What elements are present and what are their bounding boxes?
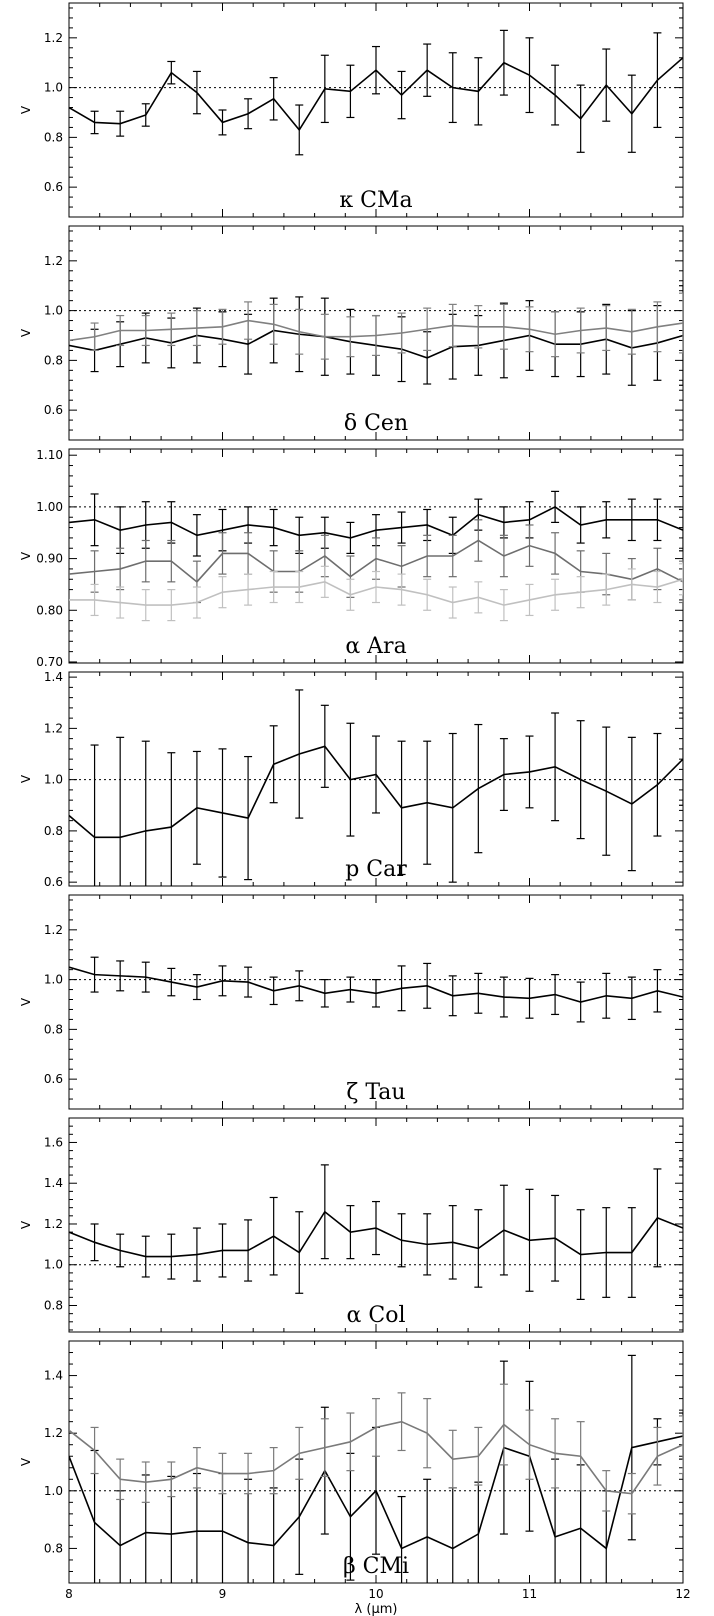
y-tick-label: 0.8 [44,1541,63,1555]
x-tick-label: 8 [65,1587,73,1601]
x-tick-label: 11 [522,1587,537,1601]
x-tick-label: 9 [219,1587,227,1601]
panel-label: α Col [347,1303,406,1328]
y-tick-label: 0.8 [44,824,63,838]
y-tick-label: 1.2 [44,1426,63,1440]
y-axis-title: V [19,551,33,560]
y-tick-label: 1.0 [44,1484,63,1498]
y-tick-label: 0.80 [36,603,63,617]
plot-area [69,7,683,156]
plot-area [69,285,683,386]
chart-panel: 0.8 1.0 1.2 1.4 1.6 Vα Col [19,1117,684,1333]
y-tick-label: 0.6 [44,180,63,194]
y-tick-label: 1.2 [44,923,63,937]
y-tick-label: 0.6 [44,875,63,889]
chart-panel: 0.6 0.8 1.0 1.2 1.4 Vp Car [19,670,684,889]
x-tick-label: 10 [368,1587,383,1601]
plot-area [69,956,683,1023]
chart-panel: 0.8 1.0 1.2 1.4 Vβ CMi [19,1340,684,1584]
y-tick-label: 0.8 [44,353,63,367]
y-tick-label: 0.6 [44,403,63,417]
y-axis-title: V [19,1220,33,1229]
y-axis-title: V [19,105,33,114]
y-tick-label: 1.2 [44,254,63,268]
y-tick-label: 1.10 [36,448,63,462]
plot-area [69,1160,683,1300]
y-tick-label: 0.70 [36,655,63,669]
y-axis-title: V [19,328,33,337]
y-tick-label: 1.0 [44,773,63,787]
panel-label: β CMi [343,1554,409,1579]
chart-panel: 0.6 0.8 1.0 1.2 Vζ Tau [19,894,684,1110]
y-tick-label: 1.00 [36,500,63,514]
plot-area [69,689,683,886]
y-tick-label: 0.8 [44,1299,63,1313]
panel-label: κ CMa [339,188,412,213]
y-tick-label: 1.2 [44,31,63,45]
x-tick-label: 12 [675,1587,690,1601]
y-tick-label: 0.90 [36,552,63,566]
plot-area [69,490,683,622]
y-axis-title: V [19,774,33,783]
y-axis-title: V [19,1457,33,1466]
panel-label: ζ Tau [346,1080,405,1105]
plot-frame [68,2,684,218]
y-tick-label: 1.0 [44,1258,63,1272]
plot-area [69,1354,683,1583]
y-tick-label: 1.0 [44,973,63,987]
y-tick-label: 1.0 [44,81,63,95]
y-tick-label: 1.4 [44,1369,63,1383]
panel-label: δ Cen [344,411,408,436]
y-tick-label: 1.2 [44,1217,63,1231]
panels: 0.6 0.8 1.0 1.2 Vκ CMa 0.6 0.8 1.0 1.2 Vδ Cen 0.70… [19,2,684,1584]
chart-panel: 0.6 0.8 1.0 1.2 Vδ Cen [19,225,684,441]
y-axis-title: V [19,997,33,1006]
x-axis-tick-labels: 8 9 10 11 12 [65,1587,690,1601]
y-tick-label: 0.8 [44,130,63,144]
chart-panel: 0.6 0.8 1.0 1.2 Vκ CMa [19,2,684,218]
y-tick-label: 1.6 [44,1135,63,1149]
x-axis-title: λ (μm) [355,1602,398,1616]
y-tick-label: 1.2 [44,721,63,735]
y-tick-label: 1.0 [44,304,63,318]
panel-label: α Ara [345,634,406,659]
y-tick-label: 1.4 [44,670,63,684]
y-tick-label: 1.4 [44,1176,63,1190]
panel-label: p Car [345,857,407,882]
chart-panel: 0.70 0.80 0.90 1.00 1.10 Vα Ara [19,448,684,669]
y-tick-label: 0.8 [44,1022,63,1036]
y-tick-label: 0.6 [44,1072,63,1086]
